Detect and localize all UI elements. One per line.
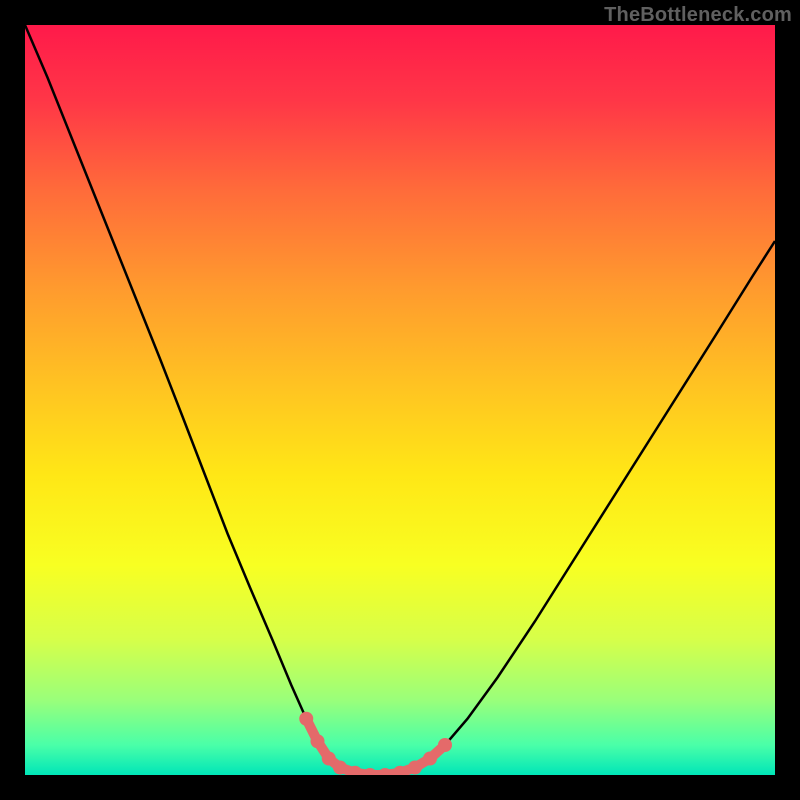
optimal-range-marker	[438, 738, 452, 752]
optimal-range-marker	[408, 761, 422, 775]
chart-frame: TheBottleneck.com	[0, 0, 800, 800]
attribution-text: TheBottleneck.com	[604, 4, 792, 27]
optimal-range-marker	[322, 752, 336, 766]
chart-background	[25, 25, 775, 775]
optimal-range-marker	[311, 734, 325, 748]
optimal-range-marker	[333, 761, 347, 775]
optimal-range-marker	[423, 752, 437, 766]
bottleneck-chart	[25, 25, 775, 775]
plot-area	[25, 25, 775, 775]
optimal-range-marker	[299, 712, 313, 726]
